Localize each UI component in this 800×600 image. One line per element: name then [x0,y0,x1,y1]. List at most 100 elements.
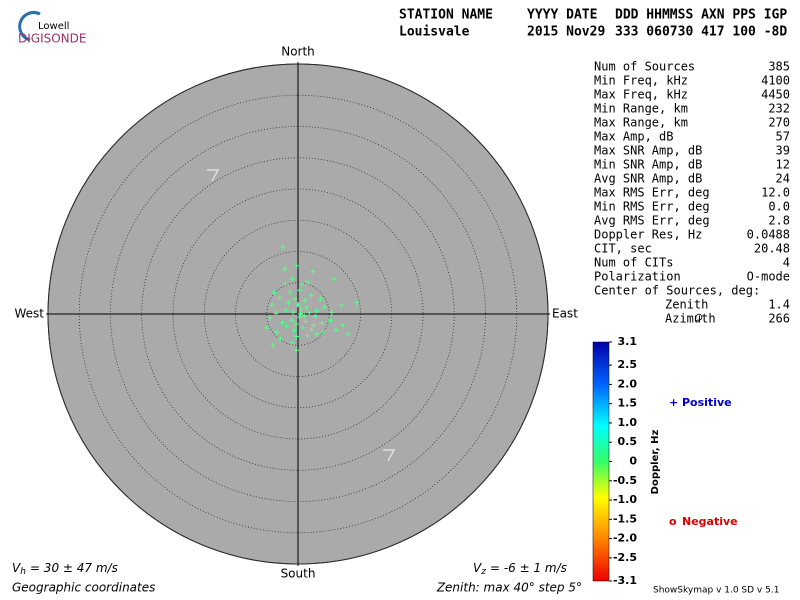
source-point [314,308,320,314]
stat-value: 20.48 [754,242,790,256]
stat-value: 0.0 [768,200,790,214]
colorbar-tick-label: 2.0 [618,377,638,390]
colorbar-tick-label: -2.0 [613,532,637,545]
source-point [284,324,290,329]
source-point [293,321,299,327]
source-point [267,315,273,321]
stat-value: 12 [776,158,790,172]
source-point [270,342,276,348]
source-point [277,295,283,301]
colorbar-tick-label: 0.5 [618,435,638,448]
legend-label: Negative [682,515,738,528]
source-point [302,297,308,303]
legend-symbol: o [669,515,677,528]
center-label: Azimuth [665,312,716,326]
source-point [273,310,279,316]
source-point [311,322,317,328]
direction-label: North [281,45,315,59]
source-point [306,310,312,316]
direction-label: East [552,307,578,321]
version: ShowSkymap v 1.0 SD v 5.1 [653,586,779,596]
direction-label: South [281,567,316,581]
source-point [304,305,310,311]
logo-swoosh [18,11,41,42]
source-point [294,347,300,353]
stat-label: Max Range, km [594,116,688,130]
source-point [318,296,323,302]
stat-value: 385 [768,60,790,74]
source-point [345,331,351,337]
header-column: DDD HHMMSS AXN PPS IGP [615,8,787,23]
stat-label: Polarization [594,270,681,284]
header-column: YYYY DATE [527,8,597,23]
stat-label: Num of CITs [594,256,673,270]
stat-value: 2.8 [768,214,790,228]
header-value: Louisvale [399,25,470,40]
source-point [331,276,337,282]
stat-label: Min Freq, kHz [594,74,688,88]
stat-label: Max Freq, kHz [594,88,688,102]
stat-value: 4450 [761,88,790,102]
stat-label: Max Amp, dB [594,130,673,144]
stat-label: CIT, sec [594,242,652,256]
center-value: 1.4 [768,298,790,312]
stat-value: 0.0488 [747,228,790,242]
source-point [304,333,310,339]
coords: Geographic coordinates [12,581,155,595]
source-point [303,319,308,324]
stat-value: 12.0 [761,186,790,200]
stat-value: 4100 [761,74,790,88]
source-point [280,244,286,250]
center-value: 266 [768,312,790,326]
source-point [283,281,288,287]
source-point [329,310,335,316]
source-point [314,331,320,337]
stat-value: 270 [768,116,790,130]
direction-label: West [14,307,44,321]
center-label: Zenith [665,298,708,312]
source-point [296,314,302,320]
marker-symbol [383,449,396,462]
colorbar [592,341,610,582]
zenith-note: Zenith: max 40° step 5° [436,581,582,595]
stat-label: Doppler Res, Hz [594,228,702,242]
stat-value: 4 [783,256,790,270]
colorbar-tick-label: -1.5 [613,512,637,525]
logo-top: Lowell [38,21,69,32]
colorbar-tick-label: 0 [629,455,637,468]
legend-label: Positive [682,396,732,409]
source-point [289,317,295,323]
vz: Vz = -6 ± 1 m/s [473,561,567,577]
colorbar-tick-label: -2.5 [613,551,637,564]
source-point [264,325,270,331]
stat-label: Num of Sources [594,60,695,74]
source-point [310,269,316,274]
colorbar-label: Doppler, Hz [650,430,661,495]
source-point [286,300,292,306]
stat-label: Max SNR Amp, dB [594,144,702,158]
source-point [292,296,298,302]
source-point [321,304,327,310]
stat-label: Min Range, km [594,102,688,116]
source-point [278,336,283,342]
source-point [294,334,300,339]
colorbar-tick-label: 3.1 [618,335,638,348]
azimuth-arrow [694,313,703,322]
colorbar-tick-label: -3.1 [613,574,637,587]
center-title: Center of Sources, deg: [594,284,760,298]
source-point [290,309,296,315]
vh: Vh = 30 ± 47 m/s [12,561,118,577]
source-point [313,314,318,319]
stat-label: Min SNR Amp, dB [594,158,702,172]
marker-symbol [207,169,220,182]
source-point [319,320,325,326]
colorbar-tick-label: 1.5 [618,397,638,410]
source-point [328,317,333,323]
chart: North South West East [14,45,578,581]
source-point [308,292,314,298]
source-point [291,327,297,333]
source-point [289,340,295,346]
source-point [301,313,307,319]
source-point [299,281,305,287]
